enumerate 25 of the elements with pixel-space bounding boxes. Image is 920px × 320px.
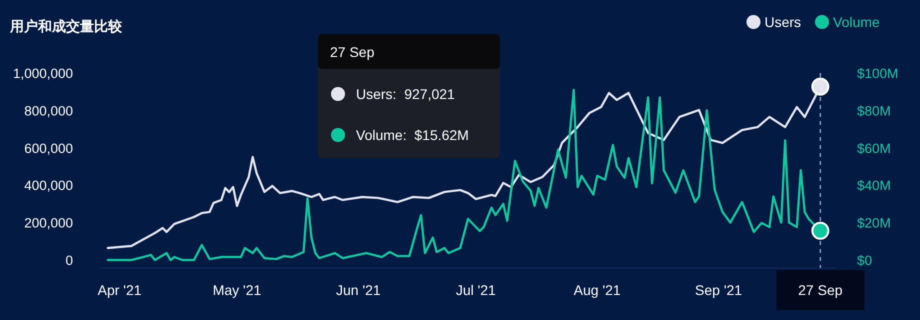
x-tick-label: Apr '21 bbox=[98, 282, 142, 298]
x-tick-label: Aug '21 bbox=[574, 282, 621, 298]
y-tick-label: 1,000,000 bbox=[12, 66, 73, 81]
y2-tick-label: $0 bbox=[857, 253, 872, 268]
legend-label: Volume bbox=[833, 14, 880, 30]
y-tick-label: 200,000 bbox=[24, 216, 73, 231]
y-tick-label: 0 bbox=[65, 253, 73, 268]
x-tick-label: May '21 bbox=[212, 282, 262, 298]
y-tick-label: 400,000 bbox=[24, 178, 73, 194]
y2-tick-label: $100M bbox=[857, 66, 898, 81]
ref-line-label: 27 Sep bbox=[798, 282, 843, 298]
annotation: Users: 927,021 bbox=[356, 86, 456, 102]
annotation: Volume: $15.62M bbox=[356, 127, 469, 143]
y2-tick-label: $60M bbox=[857, 140, 891, 156]
chart-title: 用户和成交量比较 bbox=[9, 18, 123, 34]
x-tick-label: Jun '21 bbox=[336, 282, 381, 298]
text: 27 Sep bbox=[330, 44, 375, 60]
legend-label: Users bbox=[764, 14, 802, 30]
y-tick-label: 800,000 bbox=[24, 103, 73, 118]
y2-tick-label: $40M bbox=[857, 178, 891, 194]
y-tick-label: 600,000 bbox=[24, 140, 73, 156]
x-tick-label: Sep '21 bbox=[695, 282, 742, 298]
x-tick-label: Jul '21 bbox=[456, 282, 496, 298]
y2-tick-label: $80M bbox=[857, 103, 891, 118]
y2-tick-label: $20M bbox=[857, 216, 891, 231]
